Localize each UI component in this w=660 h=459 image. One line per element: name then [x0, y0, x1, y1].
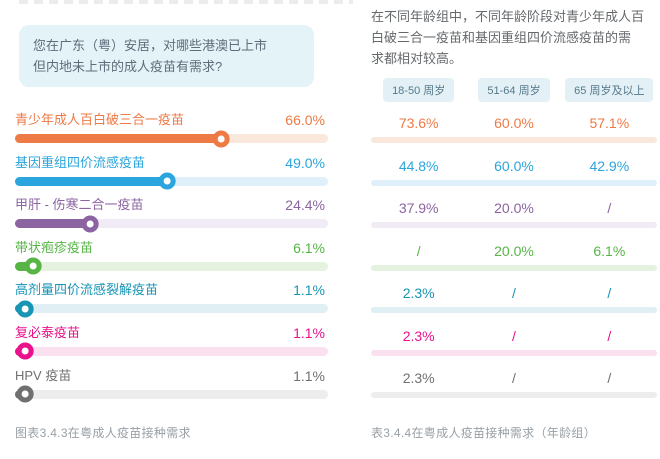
- right-caption: 表3.4.4在粤成人疫苗接种需求（年龄组）: [371, 426, 596, 440]
- table-cell: 2.3%: [402, 370, 435, 387]
- bar-track: [15, 215, 328, 233]
- table-cell: 20.0%: [494, 200, 534, 217]
- bar-row: 青少年成人百白破三合一疫苗 66.0%: [15, 109, 328, 147]
- bar-row: 带状疱疹疫苗 6.1%: [15, 237, 328, 275]
- bar-label: 基因重组四价流感疫苗: [15, 154, 146, 170]
- bar-label: 甲肝 - 伤寒二合一疫苗: [15, 197, 144, 213]
- bar-label: 带状疱疹疫苗: [15, 239, 94, 255]
- table-cell: 42.9%: [589, 157, 630, 174]
- bar-value: 1.1%: [293, 282, 325, 299]
- row-underline: [371, 392, 657, 399]
- age-group-pill: 65 周岁及以上: [565, 78, 654, 103]
- table-cell: /: [512, 285, 516, 302]
- left-caption: 图表3.4.3在粤成人疫苗接种需求: [15, 426, 191, 440]
- bar-row: 甲肝 - 伤寒二合一疫苗 24.4%: [15, 194, 328, 233]
- bar-value: 24.4%: [285, 197, 325, 214]
- slider-knob-icon: [16, 342, 34, 360]
- right-table-panel: 在不同年龄组中，不同年龄阶段对青少年成人百 白破三合一疫苗和基因重组四价流感疫苗…: [371, 0, 657, 459]
- row-underline: [371, 179, 657, 186]
- bar-value: 6.1%: [293, 239, 325, 256]
- age-table: 73.6% 60.0% 57.1% 44.8% 60.0% 42.9% 37.9% 20.…: [371, 114, 657, 399]
- bar-chart: 青少年成人百白破三合一疫苗 66.0% 基因重组四价流感疫苗 49.0% 甲肝 - …: [15, 109, 328, 407]
- table-row: / 20.0% 6.1%: [371, 242, 657, 271]
- bar-row: 复必泰疫苗 1.1%: [15, 322, 328, 360]
- slider-knob-icon: [16, 385, 34, 403]
- table-cell: /: [607, 327, 612, 344]
- bar-label: HPV 疫苗: [15, 367, 72, 383]
- clipped-text-remnant: [19, 0, 353, 4]
- bar-label: 高剂量四价流感裂解疫苗: [15, 282, 159, 298]
- bar-value: 1.1%: [293, 367, 325, 384]
- table-cell: /: [512, 370, 516, 387]
- row-underline: [371, 349, 657, 356]
- age-group-pill: 18-50 周岁: [383, 78, 455, 103]
- intro-text: 在不同年龄组中，不同年龄阶段对青少年成人百 白破三合一疫苗和基因重组四价流感疫苗…: [371, 9, 645, 66]
- bar-fill: [15, 261, 35, 271]
- bar-track: [15, 172, 328, 190]
- left-chart-panel: 您在广东（粤）安居，对哪些港澳已上市 但内地未上市的成人疫苗有需求? 青少年成人…: [15, 0, 353, 459]
- table-row: 73.6% 60.0% 57.1%: [371, 114, 657, 144]
- table-cell: 2.3%: [402, 285, 435, 302]
- age-group-header: 18-50 周岁 51-64 周岁 65 周岁及以上: [371, 78, 657, 103]
- slider-knob-icon: [212, 130, 230, 147]
- slider-knob-icon: [24, 257, 42, 275]
- table-cell: 73.6%: [398, 115, 439, 132]
- table-cell: 60.0%: [494, 157, 534, 174]
- table-cell: 60.0%: [494, 115, 534, 132]
- table-cell: 6.1%: [593, 242, 626, 259]
- bar-value: 49.0%: [285, 154, 325, 171]
- bar-track: [15, 257, 328, 275]
- bar-track: [15, 300, 328, 318]
- bar-value: 1.1%: [293, 324, 325, 341]
- slider-knob-icon: [16, 300, 34, 318]
- table-cell: 57.1%: [589, 115, 630, 132]
- table-cell: /: [512, 327, 516, 344]
- bar-row: 高剂量四价流感裂解疫苗 1.1%: [15, 279, 328, 318]
- bar-fill: [15, 134, 222, 143]
- slider-knob-icon: [82, 215, 100, 233]
- table-cell: /: [607, 285, 612, 302]
- table-row: 44.8% 60.0% 42.9%: [371, 157, 657, 186]
- row-underline: [371, 222, 657, 229]
- bar-value: 66.0%: [285, 112, 325, 128]
- bar-fill: [15, 176, 169, 186]
- slider-knob-icon: [159, 172, 177, 190]
- table-cell: 44.8%: [398, 157, 439, 174]
- table-row: 2.3% / /: [371, 327, 657, 356]
- bar-label: 复必泰疫苗: [15, 324, 81, 340]
- table-row: 2.3% / /: [371, 284, 657, 314]
- table-row: 2.3% / /: [371, 369, 657, 399]
- table-cell: /: [607, 200, 612, 217]
- table-row: 37.9% 20.0% /: [371, 199, 657, 229]
- table-cell: 2.3%: [402, 327, 435, 344]
- row-underline: [371, 137, 657, 144]
- row-underline: [371, 307, 657, 314]
- bar-row: HPV 疫苗 1.1%: [15, 365, 328, 403]
- table-cell: 37.9%: [398, 200, 439, 217]
- bar-label: 青少年成人百白破三合一疫苗: [15, 112, 185, 127]
- row-underline: [371, 264, 657, 271]
- bar-track: [15, 385, 328, 403]
- bar-row: 基因重组四价流感疫苗 49.0%: [15, 152, 328, 190]
- bar-fill: [15, 219, 92, 229]
- bar-track: [15, 130, 328, 147]
- question-bubble: 您在广东（粤）安居，对哪些港澳已上市 但内地未上市的成人疫苗有需求?: [19, 25, 314, 88]
- table-cell: 20.0%: [494, 242, 534, 259]
- bar-track: [15, 342, 328, 360]
- age-group-pill: 51-64 周岁: [478, 78, 550, 103]
- table-cell: /: [416, 242, 421, 259]
- table-cell: /: [607, 370, 612, 387]
